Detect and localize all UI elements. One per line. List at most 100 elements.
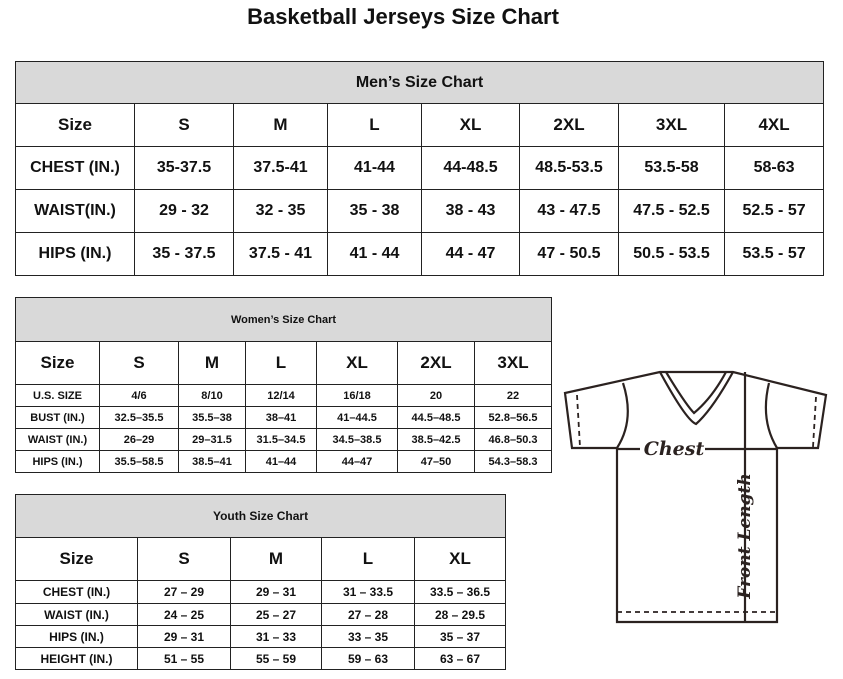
table-cell: 59 – 63 xyxy=(321,647,415,670)
table-cell: 31.5–34.5 xyxy=(245,428,317,451)
column-header: 2XL xyxy=(397,341,475,385)
table-cell: 33 – 35 xyxy=(321,625,415,648)
table-cell: 55 – 59 xyxy=(230,647,322,670)
table-cell: 35 - 37.5 xyxy=(134,232,234,276)
row-label: WAIST(IN.) xyxy=(15,189,135,233)
table-cell: 31 – 33.5 xyxy=(321,580,415,604)
table-cell: 41–44 xyxy=(245,450,317,473)
column-header: S xyxy=(99,341,179,385)
table-row: HIPS (IN.) 35.5–58.5 38.5–41 41–44 44–47 47–5… xyxy=(15,450,553,473)
table-cell: 35.5–58.5 xyxy=(99,450,179,473)
column-header: Size xyxy=(15,537,138,581)
table-cell: 38 - 43 xyxy=(421,189,520,233)
column-header: 3XL xyxy=(618,103,725,147)
table-caption: Women’s Size Chart xyxy=(14,297,553,342)
table-cell: 25 – 27 xyxy=(230,603,322,626)
table-cell: 47 - 50.5 xyxy=(519,232,619,276)
page-title: Basketball Jerseys Size Chart xyxy=(247,4,559,29)
table-header-row: Size S M L XL 2XL 3XL xyxy=(15,341,553,385)
column-header: M xyxy=(233,103,328,147)
table-row: HEIGHT (IN.) 51 – 55 55 – 59 59 – 63 63 – 67 xyxy=(15,647,507,670)
table-caption: Youth Size Chart xyxy=(14,494,507,538)
table-cell: 52.8–56.5 xyxy=(473,406,553,429)
table-cell: 32.5–35.5 xyxy=(99,406,179,429)
table-cell: 41 - 44 xyxy=(327,232,422,276)
jersey-diagram: Chest Front Length xyxy=(563,370,828,624)
row-label: U.S. SIZE xyxy=(15,384,100,407)
table-cell: 27 – 28 xyxy=(321,603,415,626)
column-header: XL xyxy=(413,537,507,581)
row-label: HIPS (IN.) xyxy=(15,450,100,473)
table-cell: 24 – 25 xyxy=(137,603,231,626)
table-row: CHEST (IN.) 27 – 29 29 – 31 31 – 33.5 33.5 –… xyxy=(15,580,507,604)
table-cell: 41-44 xyxy=(327,146,422,190)
table-row: WAIST(IN.) 29 - 32 32 - 35 35 - 38 38 - 43 43… xyxy=(15,189,825,233)
table-header-row: Size S M L XL xyxy=(15,537,507,581)
table-cell: 29 – 31 xyxy=(230,580,322,604)
shirt-outline-icon xyxy=(563,370,828,624)
row-label: HIPS (IN.) xyxy=(15,625,138,648)
column-header: Size xyxy=(15,103,135,147)
row-label: WAIST (IN.) xyxy=(15,428,100,451)
table-cell: 47.5 - 52.5 xyxy=(618,189,725,233)
table-cell: 12/14 xyxy=(245,384,317,407)
table-cell: 29–31.5 xyxy=(178,428,246,451)
table-cell: 35 - 38 xyxy=(327,189,422,233)
table-row: U.S. SIZE 4/6 8/10 12/14 16/18 20 22 xyxy=(15,384,553,407)
table-cell: 52.5 - 57 xyxy=(723,189,825,233)
table-cell: 31 – 33 xyxy=(230,625,322,648)
front-length-label: Front Length xyxy=(735,473,755,599)
table-row: CHEST (IN.) 35-37.5 37.5-41 41-44 44-48.5 48.… xyxy=(15,146,825,190)
table-cell: 27 – 29 xyxy=(137,580,231,604)
mens-size-table: Men’s Size Chart Size S M L XL 2XL 3XL 4XL CHEST … xyxy=(14,61,825,276)
row-label: HIPS (IN.) xyxy=(15,232,135,276)
column-header: L xyxy=(327,103,422,147)
column-header: M xyxy=(178,341,246,385)
table-row: HIPS (IN.) 29 – 31 31 – 33 33 – 35 35 – 37 xyxy=(15,625,507,648)
table-cell: 37.5 - 41 xyxy=(233,232,328,276)
table-cell: 29 - 32 xyxy=(134,189,234,233)
table-cell: 43 - 47.5 xyxy=(519,189,619,233)
table-cell: 58-63 xyxy=(723,146,825,190)
table-row: BUST (IN.) 32.5–35.5 35.5–38 38–41 41–44.5 44… xyxy=(15,406,553,429)
column-header: 3XL xyxy=(473,341,553,385)
table-cell: 53.5 - 57 xyxy=(723,232,825,276)
row-label: BUST (IN.) xyxy=(15,406,100,429)
table-cell: 53.5-58 xyxy=(618,146,725,190)
row-label: CHEST (IN.) xyxy=(15,580,138,604)
table-row: HIPS (IN.) 35 - 37.5 37.5 - 41 41 - 44 44 - … xyxy=(15,232,825,276)
row-label: CHEST (IN.) xyxy=(15,146,135,190)
table-cell: 33.5 – 36.5 xyxy=(413,580,507,604)
chest-label: Chest xyxy=(644,438,705,460)
column-header: XL xyxy=(316,341,398,385)
column-header: L xyxy=(245,341,317,385)
table-cell: 29 – 31 xyxy=(137,625,231,648)
column-header: S xyxy=(134,103,234,147)
table-cell: 34.5–38.5 xyxy=(316,428,398,451)
column-header: L xyxy=(321,537,415,581)
table-cell: 8/10 xyxy=(178,384,246,407)
table-cell: 35-37.5 xyxy=(134,146,234,190)
womens-size-table: Women’s Size Chart Size S M L XL 2XL 3XL U.S. SI… xyxy=(14,297,553,473)
table-cell: 26–29 xyxy=(99,428,179,451)
table-cell: 41–44.5 xyxy=(316,406,398,429)
column-header: 2XL xyxy=(519,103,619,147)
table-cell: 54.3–58.3 xyxy=(473,450,553,473)
table-cell: 37.5-41 xyxy=(233,146,328,190)
table-row: WAIST (IN.) 24 – 25 25 – 27 27 – 28 28 – 29.… xyxy=(15,603,507,626)
row-label: WAIST (IN.) xyxy=(15,603,138,626)
table-cell: 4/6 xyxy=(99,384,179,407)
table-cell: 47–50 xyxy=(397,450,475,473)
table-cell: 44.5–48.5 xyxy=(397,406,475,429)
table-cell: 22 xyxy=(473,384,553,407)
table-header-row: Size S M L XL 2XL 3XL 4XL xyxy=(15,103,825,147)
table-cell: 51 – 55 xyxy=(137,647,231,670)
table-cell: 38–41 xyxy=(245,406,317,429)
table-cell: 28 – 29.5 xyxy=(413,603,507,626)
column-header: 4XL xyxy=(723,103,825,147)
table-cell: 35.5–38 xyxy=(178,406,246,429)
table-cell: 48.5-53.5 xyxy=(519,146,619,190)
column-header: S xyxy=(137,537,231,581)
table-cell: 44–47 xyxy=(316,450,398,473)
